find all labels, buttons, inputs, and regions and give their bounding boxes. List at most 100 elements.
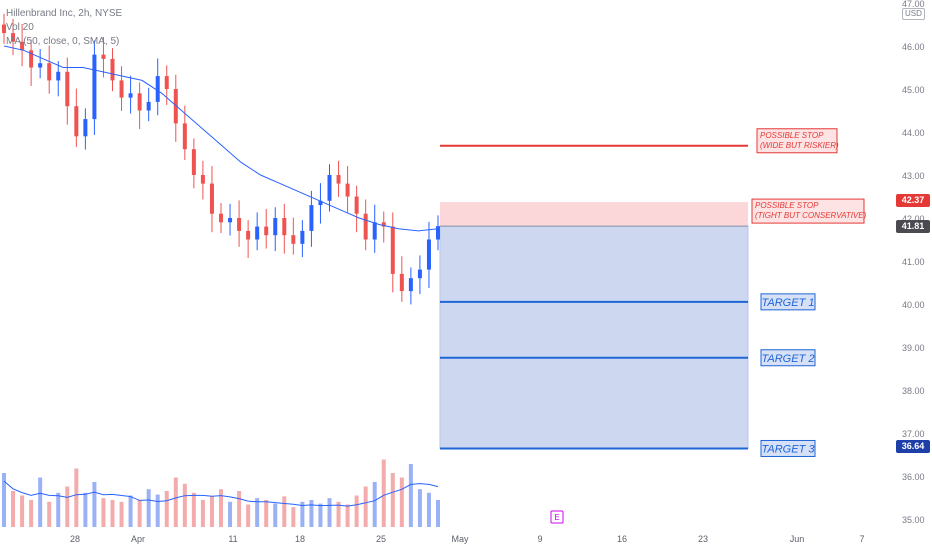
target-label: TARGET 2 — [760, 349, 816, 367]
volume-bar — [372, 482, 377, 527]
x-tick-label: May — [451, 534, 469, 544]
x-tick-label: 7 — [859, 534, 864, 544]
y-tick-label: 45.00 — [902, 85, 925, 95]
volume-bar — [237, 491, 242, 527]
volume-legend: Vol 20 — [6, 22, 34, 33]
volume-bar — [191, 492, 196, 527]
candle-body — [408, 278, 413, 292]
candle-body — [426, 239, 431, 270]
target-label-box — [760, 349, 816, 367]
candle-body — [119, 80, 124, 98]
y-tick-label: 35.00 — [902, 515, 925, 525]
candle-body — [20, 41, 25, 51]
volume-bar — [83, 492, 88, 527]
x-tick-label: 18 — [295, 534, 305, 544]
candle-body — [255, 226, 260, 240]
candle-body — [2, 24, 6, 34]
candle-body — [390, 226, 395, 274]
candle-body — [128, 93, 133, 98]
volume-bar — [363, 486, 368, 527]
candle-body — [164, 76, 169, 89]
y-tick-label: 37.00 — [902, 429, 925, 439]
currency-badge[interactable]: USD — [902, 8, 925, 20]
volume-bar — [219, 489, 223, 527]
volume-bar — [56, 492, 61, 527]
x-tick-label: Apr — [131, 534, 145, 544]
risk-zone — [440, 202, 748, 227]
volume-bar — [291, 507, 296, 527]
x-tick-label: 16 — [617, 534, 627, 544]
y-tick-label: 46.00 — [902, 42, 925, 52]
ma-line — [3, 45, 439, 232]
candle-body — [155, 76, 160, 102]
candle-body — [29, 50, 34, 68]
volume-bar — [74, 468, 79, 527]
candle-body — [318, 200, 323, 206]
volume-ma-line — [3, 480, 439, 507]
candle-body — [417, 269, 422, 279]
candle-body — [173, 89, 178, 124]
candle-body — [228, 218, 233, 223]
volume-bar — [381, 459, 386, 527]
volume-bar — [399, 477, 404, 527]
volume-bar — [390, 473, 395, 527]
x-tick-label: Jun — [790, 534, 805, 544]
volume-bar — [273, 503, 278, 527]
volume-bar — [38, 477, 43, 527]
candle-body — [282, 218, 287, 236]
volume-bar — [146, 489, 151, 527]
candle-body — [209, 183, 214, 214]
x-tick-label: 9 — [537, 534, 542, 544]
volume-bar — [300, 501, 305, 527]
candle-body — [11, 33, 16, 42]
x-tick-label: 11 — [228, 534, 237, 544]
y-tick-label: 36.00 — [902, 472, 925, 482]
volume-bar — [119, 501, 124, 527]
stop-price-tag: 42.37 — [896, 194, 930, 207]
earnings-marker-box — [550, 510, 564, 524]
volume-bar — [282, 496, 287, 527]
candle-body — [363, 213, 368, 240]
candle-body — [237, 218, 242, 231]
x-tick-label: 23 — [698, 534, 708, 544]
volume-bar — [182, 483, 187, 527]
candle-body — [219, 213, 223, 223]
volume-bar — [426, 492, 431, 527]
candle-body — [146, 101, 151, 111]
y-tick-label: 38.00 — [902, 386, 925, 396]
target-label-box — [760, 293, 816, 311]
stop-label: POSSIBLE STOP(TIGHT BUT CONSERVATIVE) — [751, 198, 867, 224]
candle-body — [264, 226, 269, 236]
candle-body — [110, 58, 115, 81]
target-label-box — [760, 439, 816, 457]
candle-body — [381, 222, 386, 227]
volume-bar — [65, 486, 70, 527]
candle-body — [200, 175, 205, 184]
candle-body — [345, 183, 350, 197]
candle-body — [246, 230, 251, 240]
stop-label-text: (WIDE BUT RISKIER) — [760, 141, 839, 150]
volume-bar — [137, 500, 142, 527]
target-label-text: TARGET 3 — [762, 443, 816, 455]
x-tick-label: 28 — [70, 534, 80, 544]
volume-bar — [436, 500, 440, 527]
volume-bar — [200, 500, 205, 527]
volume-bar — [246, 504, 251, 527]
volume-bar — [318, 503, 323, 527]
stop-label-text: POSSIBLE STOP — [755, 201, 819, 210]
volume-bar — [92, 482, 97, 527]
volume-bar — [173, 477, 178, 527]
volume-bar — [164, 491, 169, 527]
candle-body — [399, 273, 404, 292]
y-tick-label: 39.00 — [902, 343, 925, 353]
volume-bar — [408, 464, 413, 527]
volume-bar — [336, 501, 341, 527]
volume-bar — [345, 504, 350, 527]
candle-body — [273, 218, 278, 236]
volume-bar — [47, 501, 52, 527]
candle-body — [372, 222, 377, 240]
volume-bar — [354, 495, 359, 527]
volume-bar — [128, 495, 133, 527]
target-label-text: TARGET 1 — [762, 297, 815, 309]
